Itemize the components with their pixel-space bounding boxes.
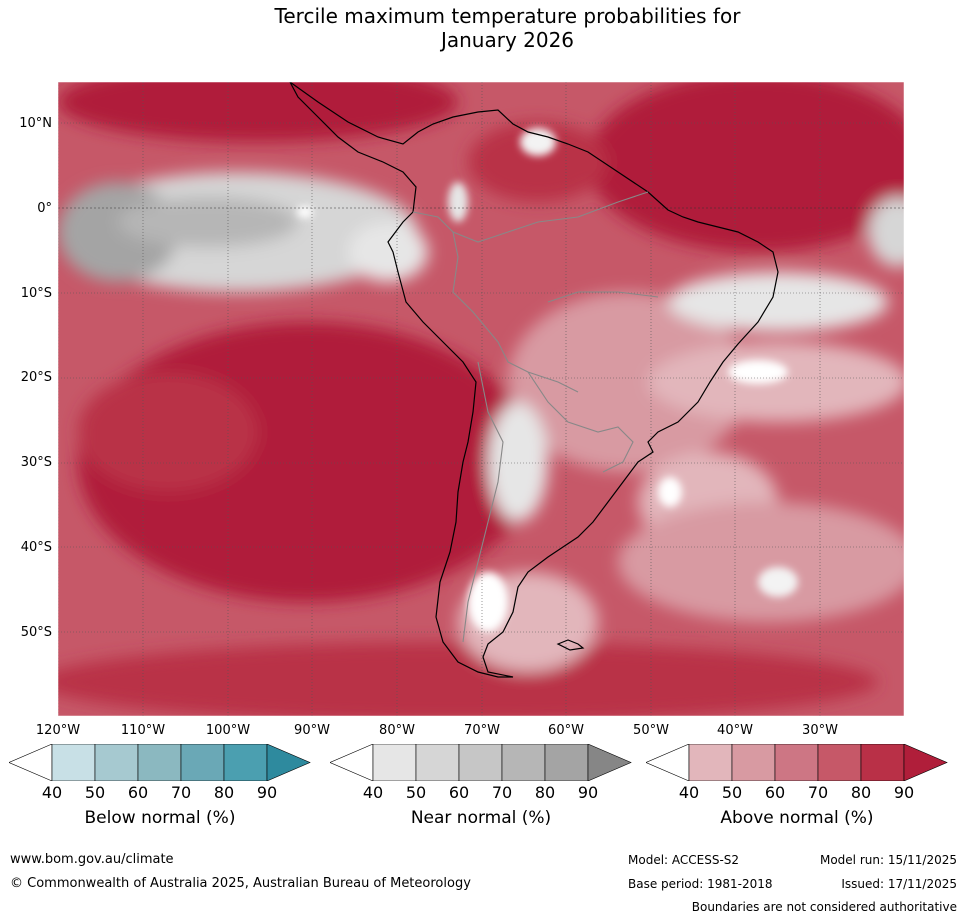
lon-label-60w: 60°W: [548, 723, 584, 738]
region-white-5: [520, 128, 556, 156]
cb-below-tick: 70: [170, 783, 192, 802]
lat-label-10s: 10°S: [20, 286, 52, 301]
cb-below-seg-0: [9, 744, 53, 781]
lon-label-90w: 90°W: [294, 723, 330, 738]
lon-label-50w: 50°W: [633, 723, 669, 738]
region-white-4: [758, 567, 798, 597]
probability-map: [58, 82, 904, 716]
region-white-3: [728, 360, 788, 384]
cb-above-tick: 70: [807, 783, 829, 802]
footer-model: Model: ACCESS-S2: [628, 853, 740, 867]
falkland-islands: [556, 639, 585, 651]
region-white-1: [468, 572, 508, 632]
lon-label-110w: 110°W: [120, 723, 166, 738]
legend-label-near: Near normal (%): [410, 808, 552, 828]
lon-label-30w: 30°W: [802, 723, 838, 738]
lat-label-20s: 20°S: [20, 370, 52, 385]
cb-below-seg-2: [94, 744, 139, 781]
legend-label-below: Below normal (%): [84, 808, 236, 828]
cb-below-tick: 80: [213, 783, 235, 802]
cb-near-seg-1: [372, 744, 417, 781]
cb-below-seg-4: [180, 744, 225, 781]
region-near-6: [868, 197, 904, 267]
region-light-6: [618, 502, 904, 622]
cb-above-seg-6: [903, 744, 948, 781]
cb-near-seg-5: [544, 744, 589, 781]
cb-above-seg-4: [817, 744, 862, 781]
region-deep-red-5: [468, 122, 608, 202]
cb-above-tick: 50: [721, 783, 743, 802]
south-america-coastline: [289, 82, 779, 678]
cb-above-seg-5: [860, 744, 905, 781]
cb-above-seg-2: [731, 744, 776, 781]
cb-above-tick: 60: [764, 783, 786, 802]
cb-above-tick: 40: [678, 783, 700, 802]
lon-label-70w: 70°W: [464, 723, 500, 738]
cb-near-tick: 70: [491, 783, 513, 802]
colorbar-below: [9, 744, 311, 781]
footer-disclaimer: Boundaries are not considered authoritat…: [691, 900, 957, 914]
title-line-1: Tercile maximum temperature probabilitie…: [274, 4, 741, 28]
cb-below-tick: 60: [127, 783, 149, 802]
lat-label-10n: 10°N: [19, 116, 52, 131]
legend-label-above: Above normal (%): [720, 808, 874, 828]
cb-above-seg-0: [646, 744, 690, 781]
lon-label-100w: 100°W: [205, 723, 251, 738]
cb-below-seg-1: [51, 744, 96, 781]
footer-website[interactable]: www.bom.gov.au/climate: [10, 852, 174, 867]
cb-near-tick: 80: [534, 783, 556, 802]
region-near-5: [488, 402, 548, 522]
cb-near-seg-0: [330, 744, 374, 781]
cb-near-tick: 40: [362, 783, 384, 802]
title-line-2: January 2026: [440, 28, 575, 52]
country-borders: [412, 191, 659, 643]
cb-above-seg-3: [774, 744, 819, 781]
region-white-2: [658, 477, 682, 507]
colorbar-above: [646, 744, 948, 781]
lat-label-30s: 30°S: [20, 455, 52, 470]
region-deep-red-6: [58, 642, 878, 716]
chart-title: Tercile maximum temperature probabilitie…: [0, 4, 965, 52]
footer-model-run: Model run: 15/11/2025: [819, 853, 957, 867]
cb-below-seg-6: [266, 744, 311, 781]
cb-above-tick: 80: [850, 783, 872, 802]
footer-base-period: Base period: 1981-2018: [628, 877, 773, 891]
cb-below-tick: 40: [41, 783, 63, 802]
cb-near-seg-4: [501, 744, 546, 781]
lon-label-40w: 40°W: [717, 723, 753, 738]
cb-below-seg-5: [223, 744, 268, 781]
colorbar-near: [330, 744, 632, 781]
region-light-3: [668, 272, 888, 332]
cb-above-seg-1: [688, 744, 733, 781]
cb-near-tick: 50: [405, 783, 427, 802]
cb-above-tick: 90: [893, 783, 915, 802]
region-deep-red-2: [78, 372, 258, 492]
cb-below-tick: 90: [256, 783, 278, 802]
cb-below-tick: 50: [84, 783, 106, 802]
cb-near-tick: 60: [448, 783, 470, 802]
cb-near-seg-3: [458, 744, 503, 781]
cb-below-seg-3: [137, 744, 182, 781]
footer-copyright: © Commonwealth of Australia 2025, Austra…: [10, 876, 471, 891]
region-near-4: [348, 222, 428, 282]
lat-label-0: 0°: [37, 201, 52, 216]
lat-label-40s: 40°S: [20, 540, 52, 555]
lon-label-80w: 80°W: [379, 723, 415, 738]
cb-near-seg-2: [415, 744, 460, 781]
region-near-3: [118, 197, 298, 247]
region-white-6: [297, 206, 313, 218]
cb-near-tick: 90: [577, 783, 599, 802]
region-light-2: [648, 342, 904, 422]
lat-label-50s: 50°S: [20, 625, 52, 640]
region-white-7: [448, 182, 468, 222]
footer-issued: Issued: 17/11/2025: [841, 877, 957, 891]
lon-label-120w: 120°W: [35, 723, 81, 738]
region-light-1: [508, 292, 748, 472]
cb-near-seg-6: [587, 744, 632, 781]
